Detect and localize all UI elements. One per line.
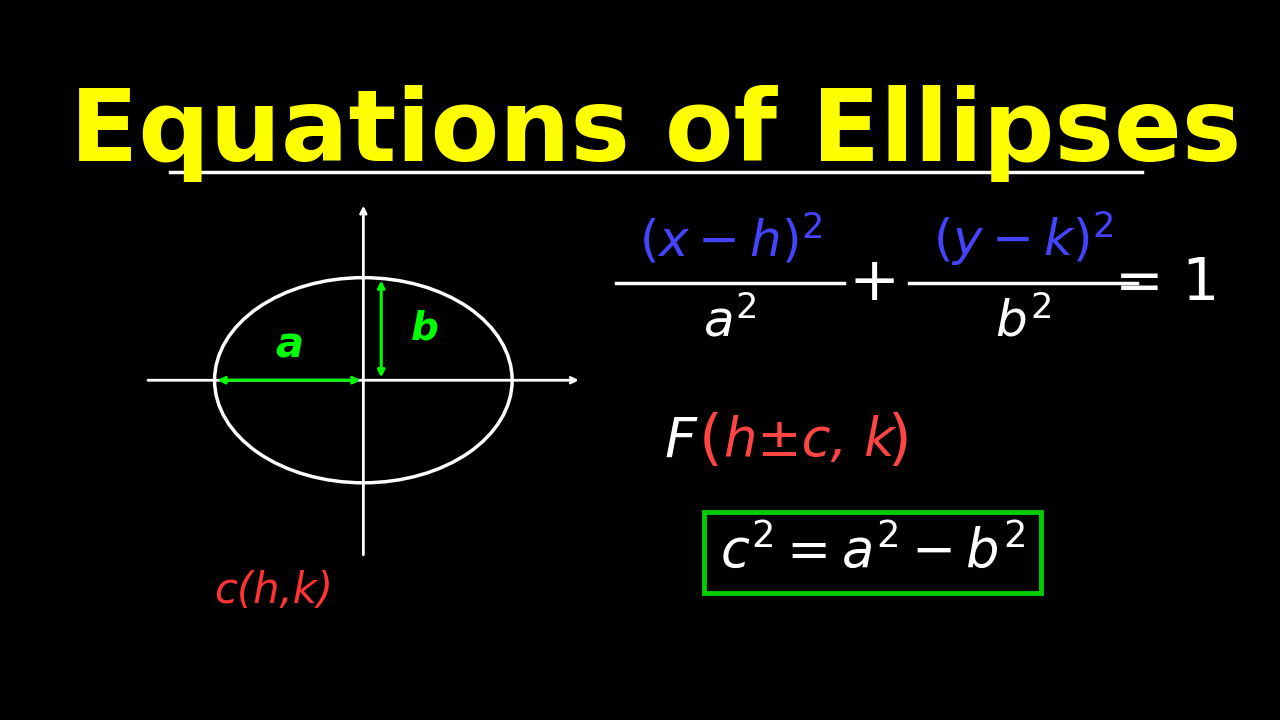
Text: = 1: = 1	[1115, 255, 1219, 312]
FancyBboxPatch shape	[704, 512, 1041, 593]
Text: +: +	[849, 253, 900, 312]
Text: $a^2$: $a^2$	[704, 297, 758, 346]
Text: b: b	[411, 310, 439, 348]
Text: c(h,k): c(h,k)	[215, 570, 334, 612]
Text: $b^2$: $b^2$	[995, 297, 1051, 346]
Text: F: F	[664, 415, 696, 468]
Text: h±c, k: h±c, k	[724, 415, 895, 467]
Text: ): )	[887, 412, 911, 471]
Text: (: (	[699, 412, 722, 471]
Text: Equations of Ellipses: Equations of Ellipses	[70, 85, 1242, 182]
Text: $(x-h)^2$: $(x-h)^2$	[639, 212, 822, 266]
Text: $c^2 = a^2 - b^2$: $c^2 = a^2 - b^2$	[719, 526, 1025, 578]
Text: a: a	[275, 325, 303, 366]
Text: $(y-k)^2$: $(y-k)^2$	[933, 210, 1114, 269]
